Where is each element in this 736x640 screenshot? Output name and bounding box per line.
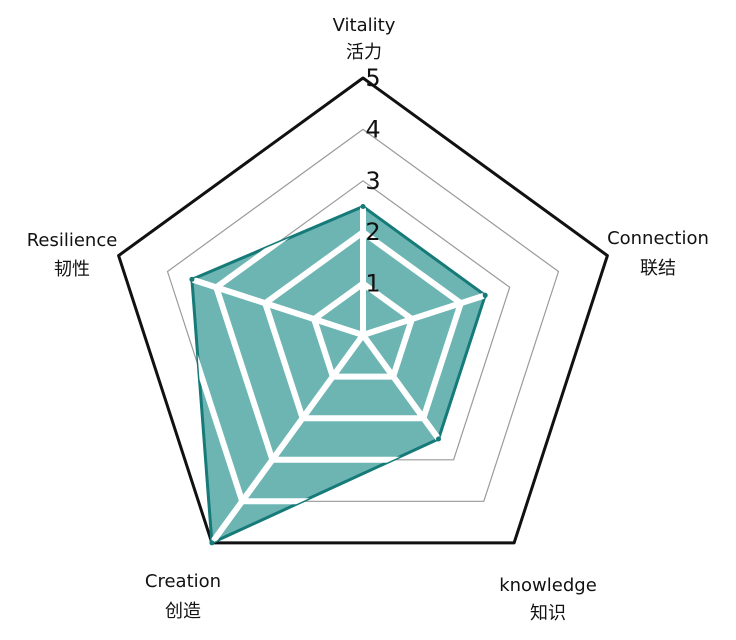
separator-ring-2 — [262, 229, 464, 422]
axis-label-en: Vitality — [333, 15, 396, 36]
axis-label-en: knowledge — [499, 575, 597, 596]
axis-label-zh: 知识 — [530, 603, 566, 624]
data-point-4 — [189, 276, 195, 282]
axis-label-zh: 活力 — [346, 42, 382, 63]
axis-label-en: Connection — [607, 228, 709, 249]
axis-label-creation: Creation 创造 — [145, 571, 221, 622]
separator-ring-3 — [213, 206, 486, 463]
tick-label-1: 1 — [365, 270, 380, 298]
tick-label-5: 5 — [365, 64, 380, 92]
axis-label-en: Resilience — [27, 230, 118, 251]
axis-label-en: Creation — [145, 571, 221, 592]
axis-label-connection: Connection 联结 — [607, 228, 709, 279]
axis-label-zh: 创造 — [165, 601, 201, 622]
data-point-3 — [209, 540, 215, 546]
separator-spoke-3 — [209, 333, 366, 543]
tick-label-3: 3 — [365, 167, 380, 195]
separator-ring-1 — [311, 280, 415, 380]
axis-label-resilience: Resilience 韧性 — [27, 230, 118, 280]
grid-ring-outer — [117, 76, 609, 545]
axis-label-zh: 联结 — [640, 258, 676, 279]
tick-label-4: 4 — [365, 115, 380, 143]
tick-label-2: 2 — [365, 218, 380, 246]
axis-labels: Vitality 活力 Connection 联结 knowledge 知识 Creatio… — [27, 15, 709, 624]
radar-data — [189, 204, 488, 546]
axis-label-vitality: Vitality 活力 — [333, 15, 396, 63]
separator-spoke-1 — [362, 252, 486, 338]
separator-spoke-4 — [191, 252, 364, 338]
data-point-1 — [482, 292, 488, 298]
radial-tick-labels: 1 2 3 4 5 — [365, 64, 380, 298]
grid-ring-4 — [166, 128, 560, 502]
axis-label-zh: 韧性 — [54, 259, 90, 280]
data-point-2 — [436, 436, 441, 442]
data-point-0 — [360, 204, 366, 209]
axis-label-knowledge: knowledge 知识 — [499, 575, 597, 624]
